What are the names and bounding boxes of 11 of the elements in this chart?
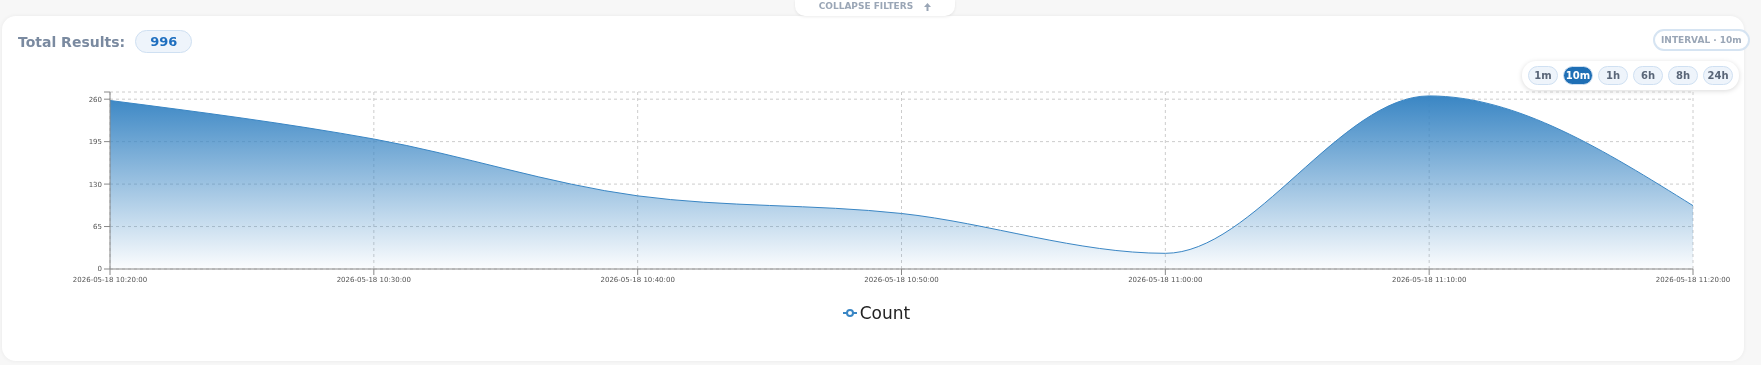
text: INTERVAL · 10m <box>1653 29 1750 51</box>
text: 996 <box>135 30 193 53</box>
text: 24h <box>1703 66 1733 85</box>
text: 6h <box>1633 66 1663 85</box>
text: 1m <box>1528 66 1558 85</box>
text: 1h <box>1598 66 1628 85</box>
legend-label: Count <box>858 303 911 323</box>
text: Total Results: <box>18 33 126 50</box>
text: COLLAPSE FILTERS <box>795 0 955 16</box>
text: 8h <box>1668 66 1698 85</box>
text: 10m <box>1563 66 1593 85</box>
